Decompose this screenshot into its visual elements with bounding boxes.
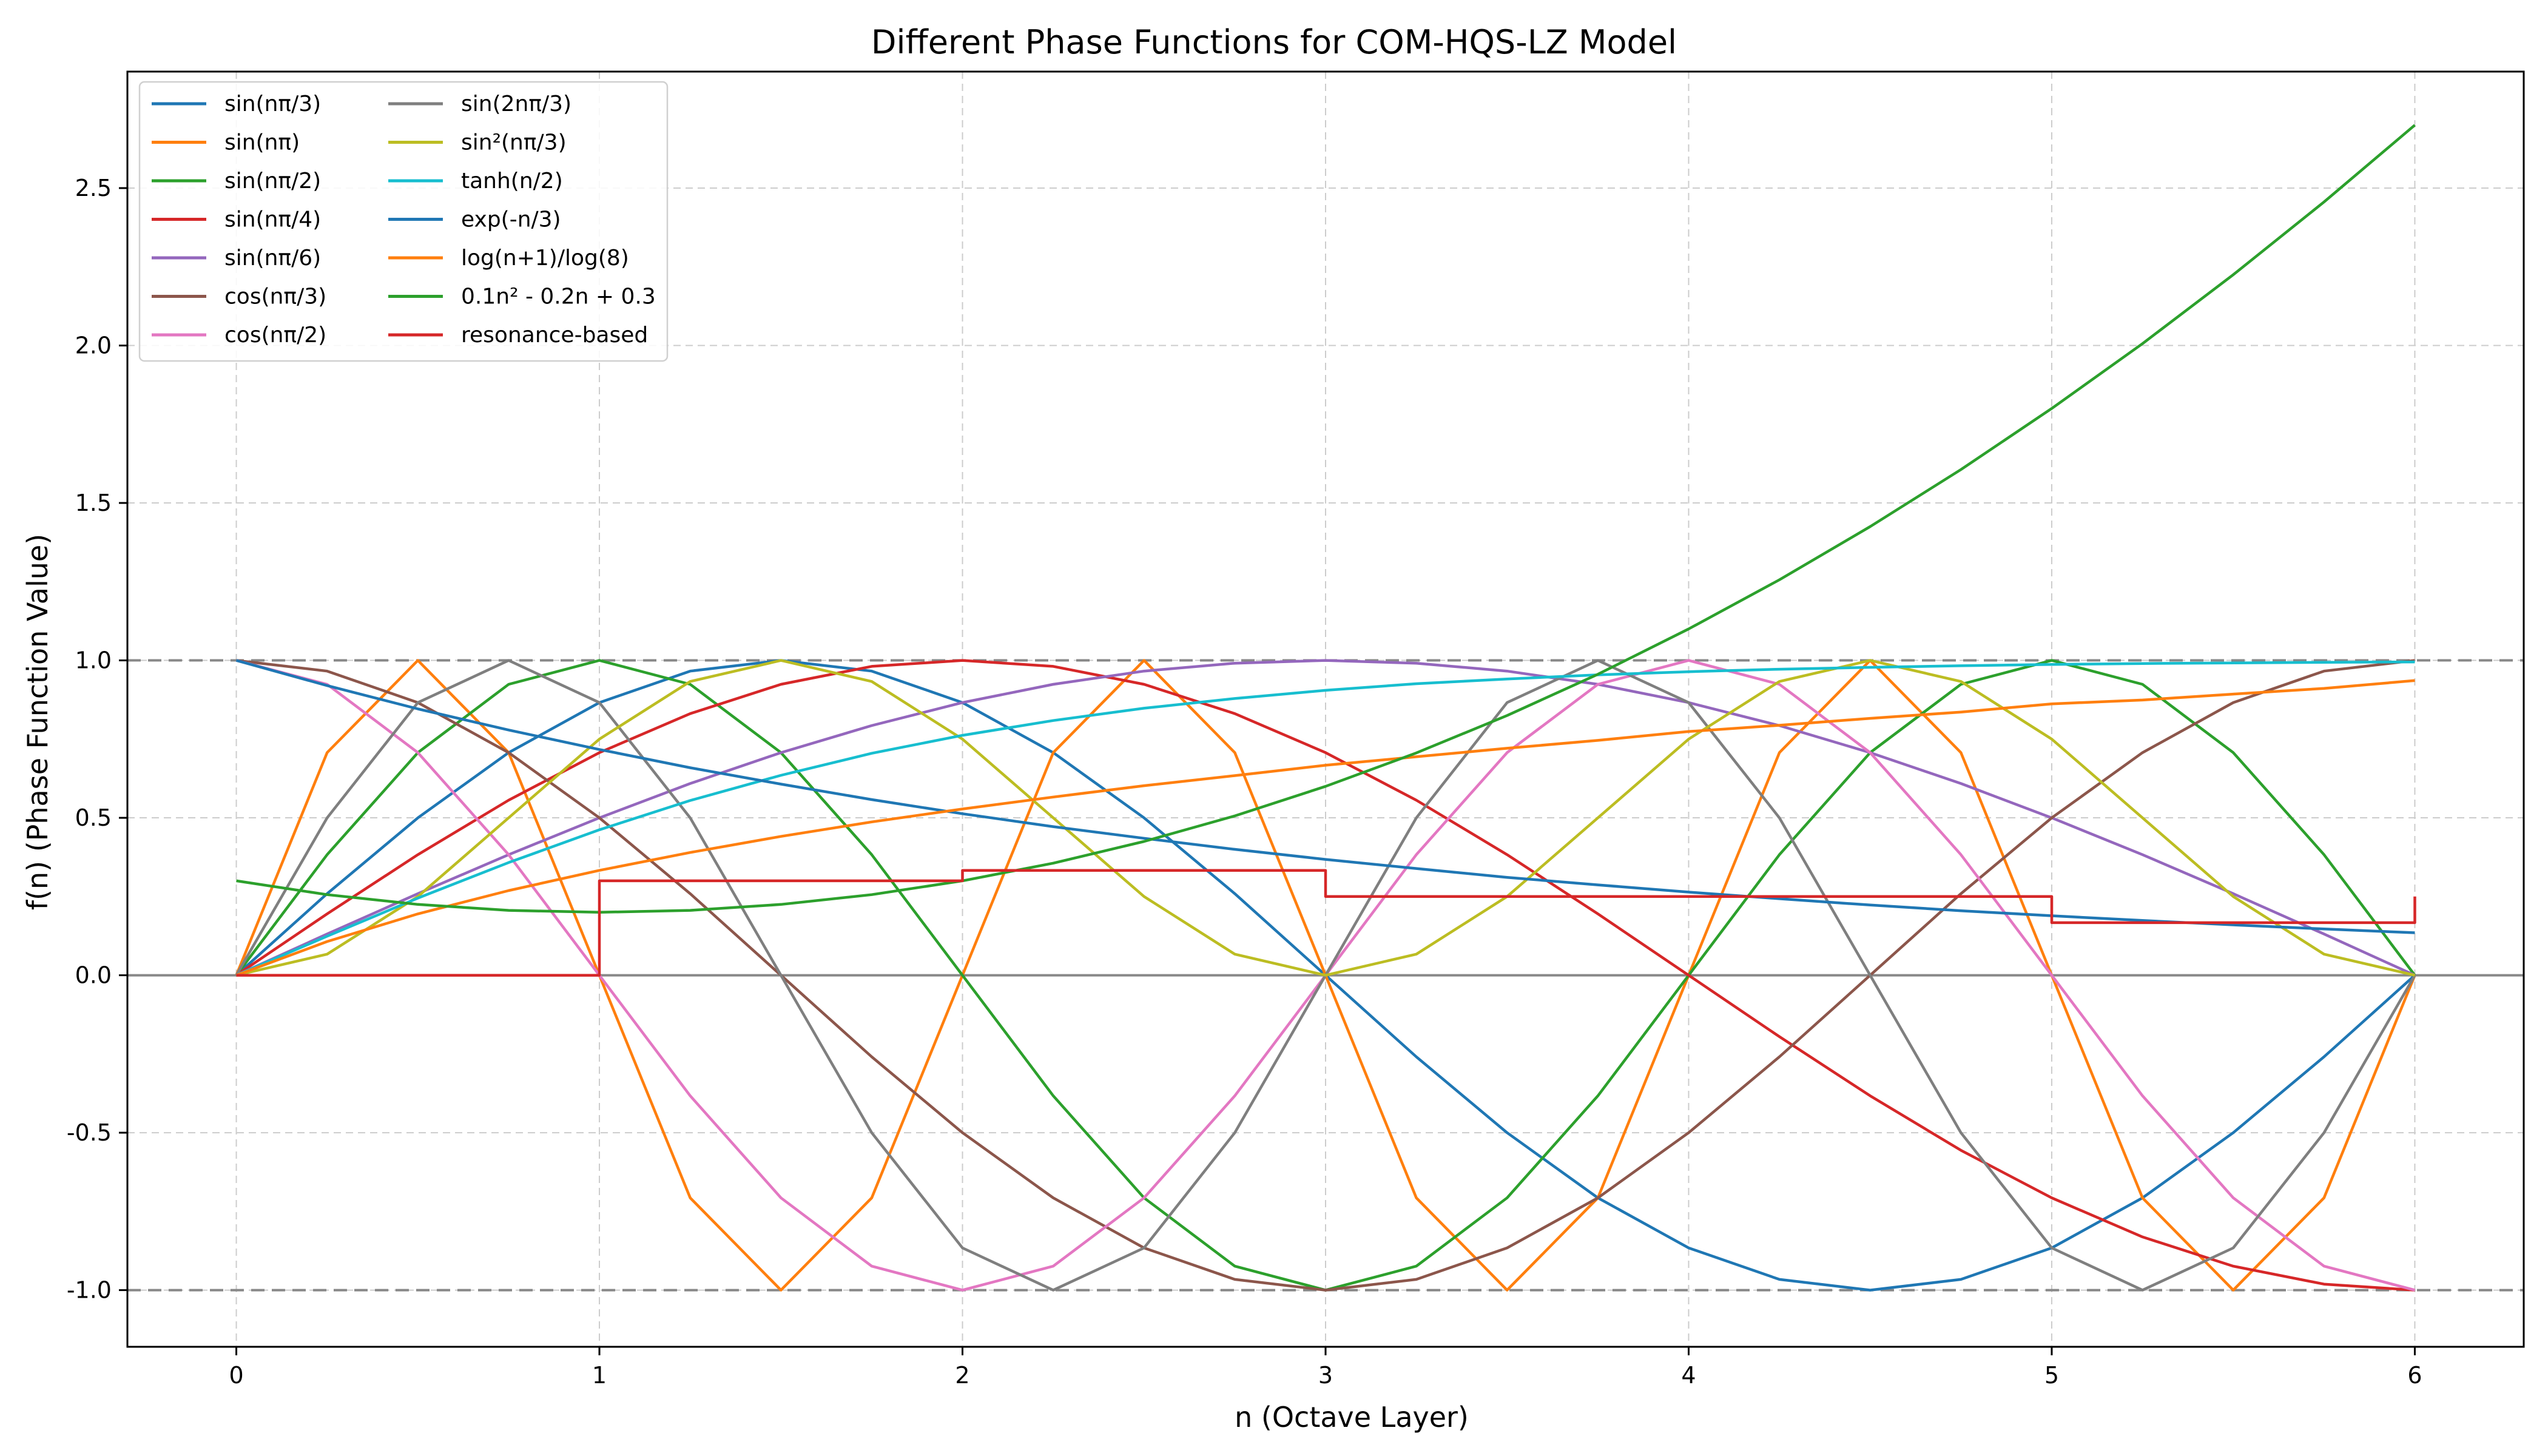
x-tick-label: 4 (1681, 1362, 1696, 1389)
legend-label: exp(-n/3) (461, 207, 561, 232)
legend-box (138, 81, 669, 362)
legend-label: sin(nπ) (224, 130, 300, 155)
series-lines (235, 124, 2416, 1292)
legend-label: sin²(nπ/3) (461, 130, 567, 155)
legend: sin(nπ/3) sin(nπ) sin(nπ/2) sin(nπ/4) sin(nπ… (138, 81, 669, 362)
y-tick-label: 0.0 (75, 962, 112, 989)
y-axis-label: f(n) (Phase Function Value) (21, 534, 54, 910)
x-axis-ticks: 0 1 2 3 4 5 6 (229, 1347, 2422, 1389)
y-axis-ticks: -1.0 -0.5 0.0 0.5 1.0 1.5 2.0 2.5 (67, 175, 127, 1304)
y-tick-label: -0.5 (67, 1119, 112, 1146)
legend-label: log(n+1)/log(8) (461, 246, 629, 271)
y-tick-label: 1.5 (75, 490, 112, 516)
legend-label: sin(nπ/2) (224, 169, 321, 194)
y-tick-label: -1.0 (67, 1277, 112, 1304)
series-line-3 (235, 659, 2415, 1292)
y-tick-label: 2.0 (75, 332, 112, 359)
x-tick-label: 2 (955, 1362, 969, 1389)
x-tick-label: 1 (592, 1362, 607, 1389)
x-tick-label: 0 (229, 1362, 243, 1389)
y-tick-label: 1.0 (75, 647, 112, 674)
legend-label: sin(2nπ/3) (461, 92, 571, 116)
legend-label: sin(nπ/4) (224, 207, 321, 232)
legend-label: tanh(n/2) (461, 169, 563, 194)
series-line-9 (235, 660, 2415, 977)
x-tick-label: 6 (2407, 1362, 2422, 1389)
chart-title: Different Phase Functions for COM-HQS-LZ… (871, 23, 1677, 61)
legend-label: cos(nπ/2) (224, 323, 326, 348)
series-line-11 (235, 679, 2415, 977)
x-tick-label: 5 (2044, 1362, 2059, 1389)
legend-label: sin(nπ/6) (224, 246, 321, 271)
legend-label: resonance-based (461, 323, 648, 348)
legend-label: 0.1n² - 0.2n + 0.3 (461, 285, 656, 309)
legend-label: sin(nπ/3) (224, 92, 321, 116)
x-axis-label: n (Octave Layer) (1235, 1401, 1469, 1434)
x-tick-label: 3 (1318, 1362, 1333, 1389)
y-tick-label: 0.5 (75, 804, 112, 831)
series-line-13 (236, 869, 2416, 977)
series-line-5 (236, 659, 2415, 1292)
y-tick-label: 2.5 (75, 175, 112, 201)
legend-label: cos(nπ/3) (224, 285, 326, 309)
series-line-8 (235, 659, 2416, 977)
grid (127, 72, 2524, 1347)
